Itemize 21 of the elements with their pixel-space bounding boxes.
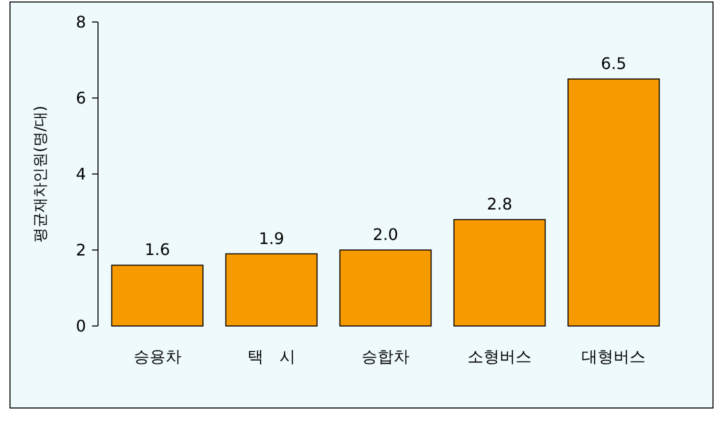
y-tick-label: 2 [76,240,86,260]
bar [111,264,204,326]
data-label: 6.5 [600,54,626,73]
x-tick-label: 대형버스 [582,347,646,366]
y-tick-label: 8 [76,12,86,32]
data-label: 1.9 [258,228,284,248]
data-label: 2.8 [486,194,512,214]
data-label: 2.0 [372,225,398,244]
x-tick-label: 택 시 [247,347,296,366]
y-axis-title: 평균재차인원(명/대) [31,106,49,242]
y-tick-label: 4 [76,164,86,184]
x-tick-label: 승합차 [362,347,410,366]
x-tick-label: 소형버스 [468,347,532,366]
data-label: 1.6 [144,240,170,260]
bar [453,219,546,326]
x-tick-label: 승용차 [133,347,182,366]
y-tick-label: 6 [76,88,86,108]
bar [568,78,660,326]
bar [339,250,432,326]
y-tick-label: 0 [76,316,86,336]
bar [225,253,318,326]
